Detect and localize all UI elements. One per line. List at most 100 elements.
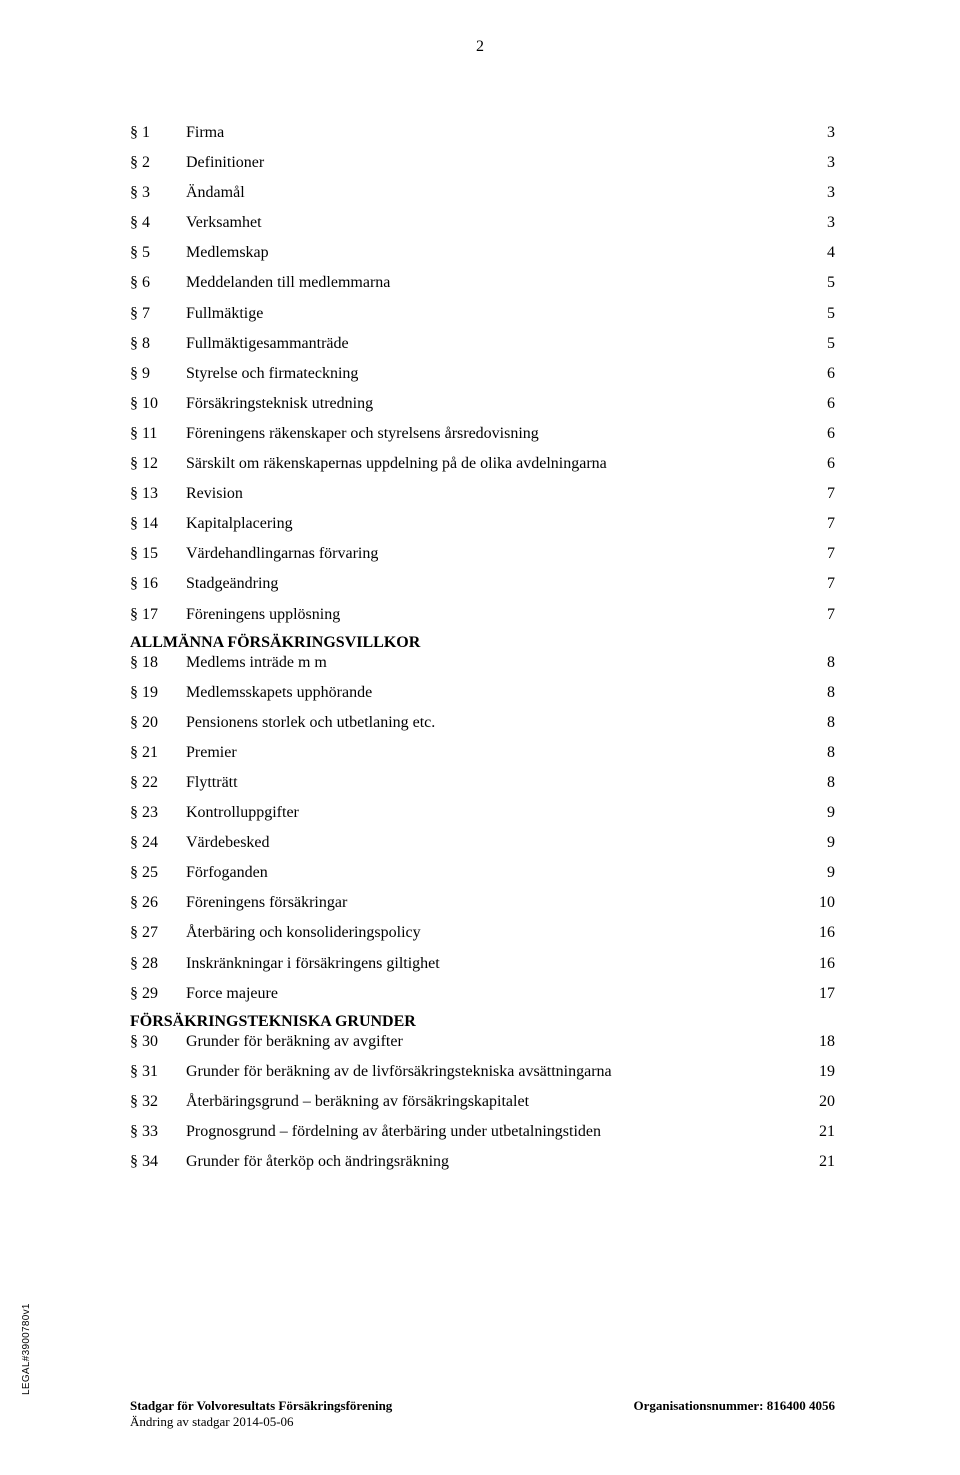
toc-title: Ändamål	[186, 182, 795, 204]
toc-symbol: § 25	[130, 862, 186, 884]
toc-symbol: § 31	[130, 1061, 186, 1083]
toc-symbol: § 10	[130, 393, 186, 415]
toc-symbol: § 9	[130, 363, 186, 385]
toc-page: 21	[795, 1151, 835, 1173]
toc-page: 16	[795, 953, 835, 975]
toc-page: 9	[795, 832, 835, 854]
toc-row: § 26Föreningens försäkringar10	[130, 892, 835, 914]
toc-page: 7	[795, 483, 835, 505]
toc-symbol: § 33	[130, 1121, 186, 1143]
toc-row: § 2Definitioner3	[130, 152, 835, 174]
toc-row: § 25Förfoganden9	[130, 862, 835, 884]
toc-page: 6	[795, 453, 835, 475]
toc-row: § 3Ändamål3	[130, 182, 835, 204]
toc-row: § 23Kontrolluppgifter9	[130, 802, 835, 824]
toc-title: Medlemsskapets upphörande	[186, 682, 795, 704]
toc-title: Force majeure	[186, 983, 795, 1005]
toc-title: Styrelse och firmateckning	[186, 363, 795, 385]
toc-title: Fullmäktigesammanträde	[186, 333, 795, 355]
toc-title: Pensionens storlek och utbetlaning etc.	[186, 712, 795, 734]
toc-title: Fullmäktige	[186, 303, 795, 325]
toc-title: Grunder för beräkning av avgifter	[186, 1031, 795, 1053]
toc-page: 7	[795, 573, 835, 595]
toc-symbol: § 12	[130, 453, 186, 475]
toc-symbol: § 27	[130, 922, 186, 944]
toc-symbol: § 17	[130, 604, 186, 626]
toc-page: 8	[795, 712, 835, 734]
toc-symbol: § 30	[130, 1031, 186, 1053]
toc-title: Grunder för beräkning av de livförsäkrin…	[186, 1061, 795, 1083]
toc-row: § 6Meddelanden till medlemmarna5	[130, 272, 835, 294]
toc-row: § 10Försäkringsteknisk utredning6	[130, 393, 835, 415]
toc-page: 3	[795, 152, 835, 174]
toc-page: 3	[795, 212, 835, 234]
toc-page: 3	[795, 182, 835, 204]
toc-row: § 22Flytträtt8	[130, 772, 835, 794]
toc-page: 9	[795, 802, 835, 824]
toc-symbol: § 11	[130, 423, 186, 445]
toc-title: Medlemskap	[186, 242, 795, 264]
toc-title: Föreningens räkenskaper och styrelsens å…	[186, 423, 795, 445]
toc-page: 8	[795, 772, 835, 794]
toc-page: 5	[795, 303, 835, 325]
toc-page: 10	[795, 892, 835, 914]
footer-right: Organisationsnummer: 816400 4056	[634, 1398, 836, 1430]
toc-row: § 12Särskilt om räkenskapernas uppdelnin…	[130, 453, 835, 475]
toc-row: § 4Verksamhet3	[130, 212, 835, 234]
toc-symbol: § 18	[130, 652, 186, 674]
toc-page: 8	[795, 742, 835, 764]
toc-title: Föreningens försäkringar	[186, 892, 795, 914]
toc-title: Medlems inträde m m	[186, 652, 795, 674]
toc-row: § 9Styrelse och firmateckning6	[130, 363, 835, 385]
toc-symbol: § 5	[130, 242, 186, 264]
toc-title: Flytträtt	[186, 772, 795, 794]
toc-row: § 14Kapitalplacering7	[130, 513, 835, 535]
toc-symbol: § 16	[130, 573, 186, 595]
toc-row: § 7Fullmäktige5	[130, 303, 835, 325]
toc-page: 18	[795, 1031, 835, 1053]
toc-page: 8	[795, 652, 835, 674]
toc-symbol: § 3	[130, 182, 186, 204]
toc-symbol: § 7	[130, 303, 186, 325]
toc-row: § 19Medlemsskapets upphörande8	[130, 682, 835, 704]
toc-row: § 29Force majeure17	[130, 983, 835, 1005]
side-legal-label: LEGAL#3900780v1	[21, 1303, 32, 1395]
footer-left-main: Stadgar för Volvoresultats Försäkringsfö…	[130, 1398, 392, 1414]
page-number: 2	[476, 38, 484, 56]
toc-symbol: § 28	[130, 953, 186, 975]
toc-title: Firma	[186, 122, 795, 144]
toc-title: Kontrolluppgifter	[186, 802, 795, 824]
toc-symbol: § 8	[130, 333, 186, 355]
toc-row: § 33Prognosgrund – fördelning av återbär…	[130, 1121, 835, 1143]
toc-title: Verksamhet	[186, 212, 795, 234]
toc-page: 7	[795, 543, 835, 565]
footer-left: Stadgar för Volvoresultats Försäkringsfö…	[130, 1398, 392, 1430]
footer: Stadgar för Volvoresultats Försäkringsfö…	[130, 1398, 835, 1430]
toc-row: § 31Grunder för beräkning av de livförsä…	[130, 1061, 835, 1083]
toc-symbol: § 4	[130, 212, 186, 234]
toc-symbol: § 19	[130, 682, 186, 704]
toc-row: § 21Premier8	[130, 742, 835, 764]
toc-page: 16	[795, 922, 835, 944]
toc-row: § 24Värdebesked9	[130, 832, 835, 854]
toc-page: 21	[795, 1121, 835, 1143]
toc-symbol: § 34	[130, 1151, 186, 1173]
section-heading-1: ALLMÄNNA FÖRSÄKRINGSVILLKOR	[130, 634, 835, 652]
toc-row: § 18Medlems inträde m m8	[130, 652, 835, 674]
toc-content: § 1Firma3§ 2Definitioner3§ 3Ändamål3§ 4V…	[130, 122, 835, 1181]
toc-title: Grunder för återköp och ändringsräkning	[186, 1151, 795, 1173]
toc-row: § 28Inskränkningar i försäkringens gilti…	[130, 953, 835, 975]
toc-symbol: § 24	[130, 832, 186, 854]
toc-row: § 32Återbäringsgrund – beräkning av förs…	[130, 1091, 835, 1113]
toc-symbol: § 6	[130, 272, 186, 294]
toc-title: Premier	[186, 742, 795, 764]
section-heading-2: FÖRSÄKRINGSTEKNISKA GRUNDER	[130, 1013, 835, 1031]
toc-title: Stadgeändring	[186, 573, 795, 595]
toc-row: § 17Föreningens upplösning7	[130, 604, 835, 626]
toc-symbol: § 29	[130, 983, 186, 1005]
toc-page: 3	[795, 122, 835, 144]
toc-title: Revision	[186, 483, 795, 505]
toc-symbol: § 32	[130, 1091, 186, 1113]
toc-title: Föreningens upplösning	[186, 604, 795, 626]
toc-symbol: § 2	[130, 152, 186, 174]
